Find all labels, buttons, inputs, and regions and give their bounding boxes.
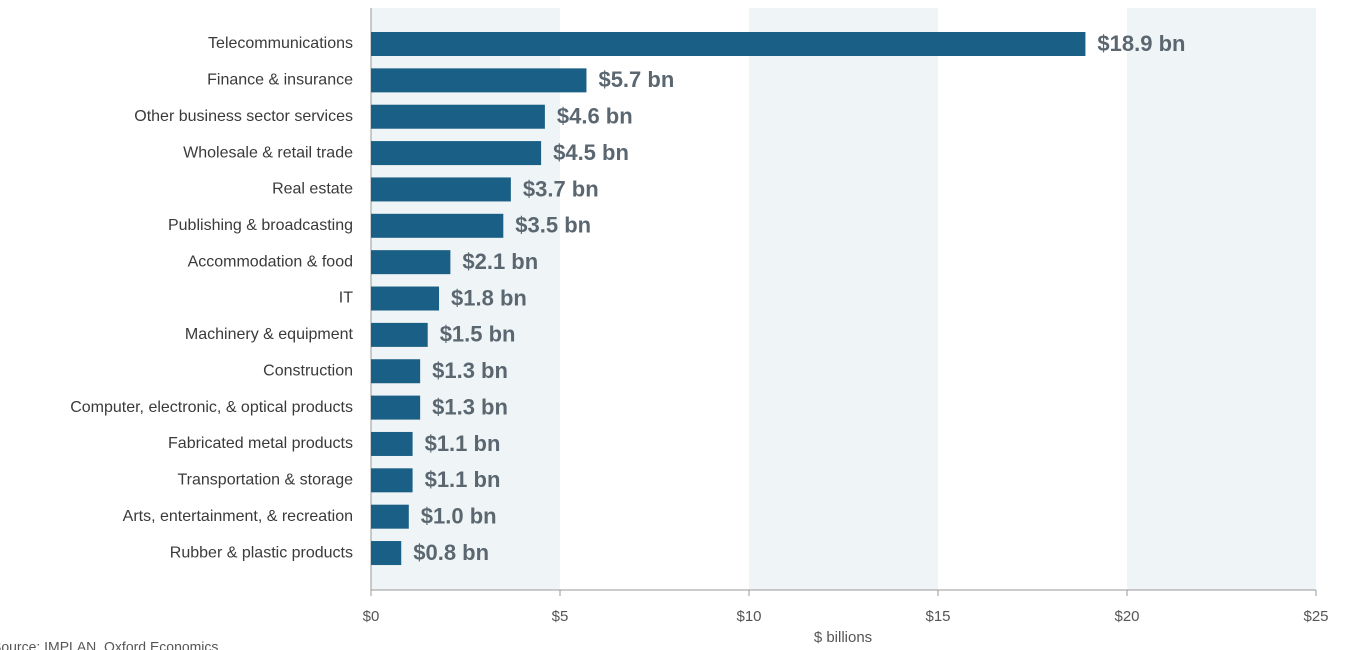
bar bbox=[371, 322, 428, 347]
value-label: $4.6 bn bbox=[557, 104, 633, 129]
bar bbox=[371, 32, 1086, 56]
x-tick-label: $10 bbox=[736, 608, 761, 625]
y-tick-label: Telecommunications bbox=[208, 35, 353, 52]
y-tick-label: Arts, entertainment, & recreation bbox=[123, 508, 353, 525]
value-label: $5.7 bn bbox=[598, 67, 674, 92]
bar bbox=[371, 104, 545, 129]
bar bbox=[371, 177, 511, 202]
value-label: $0.8 bn bbox=[413, 540, 489, 565]
y-tick-label: Publishing & broadcasting bbox=[168, 217, 353, 234]
y-tick-label: Computer, electronic, & optical products bbox=[70, 399, 353, 416]
bar bbox=[371, 541, 402, 566]
y-tick-label: Construction bbox=[263, 362, 353, 379]
x-tick-label: $0 bbox=[363, 608, 380, 625]
bar bbox=[371, 504, 409, 529]
x-tick-label: $5 bbox=[552, 608, 569, 625]
source: Source: IMPLAN, Oxford Economics bbox=[0, 639, 218, 650]
bar bbox=[371, 468, 413, 493]
value-label: $4.5 bn bbox=[553, 140, 629, 165]
y-tick-label: Accommodation & food bbox=[188, 253, 353, 270]
bar bbox=[371, 359, 421, 384]
bar bbox=[371, 286, 440, 311]
y-tick-label: Fabricated metal products bbox=[168, 435, 353, 452]
bar bbox=[371, 213, 504, 238]
x-tick-label: $15 bbox=[925, 608, 950, 625]
value-label: $2.1 bn bbox=[462, 249, 538, 274]
value-label: $1.5 bn bbox=[440, 322, 516, 347]
value-label: $1.0 bn bbox=[421, 503, 497, 528]
y-tick-label: Finance & insurance bbox=[207, 72, 353, 89]
band bbox=[749, 8, 938, 590]
y-tick-label: Transportation & storage bbox=[178, 472, 354, 489]
y-tick-label: Machinery & equipment bbox=[185, 326, 354, 343]
value-label: $18.9 bn bbox=[1097, 31, 1185, 56]
bar bbox=[371, 250, 451, 275]
band bbox=[1127, 8, 1316, 590]
x-tick-label: $25 bbox=[1303, 608, 1328, 625]
value-label: $1.1 bn bbox=[425, 467, 501, 492]
y-tick-label: Wholesale & retail trade bbox=[183, 144, 353, 161]
bar bbox=[371, 68, 587, 93]
value-label: $3.7 bn bbox=[523, 176, 599, 201]
value-label: $1.3 bn bbox=[432, 394, 508, 419]
value-label: $3.5 bn bbox=[515, 213, 591, 238]
x-axis-label: $ billions bbox=[814, 629, 872, 646]
y-tick-label: IT bbox=[339, 290, 353, 307]
y-tick-label: Real estate bbox=[272, 181, 353, 198]
value-label: $1.1 bn bbox=[425, 431, 501, 456]
y-tick-label: Other business sector services bbox=[134, 108, 353, 125]
bar bbox=[371, 431, 413, 456]
y-tick-label: Rubber & plastic products bbox=[170, 544, 353, 561]
bar bbox=[371, 141, 542, 166]
value-label: $1.3 bn bbox=[432, 358, 508, 383]
value-label: $1.8 bn bbox=[451, 285, 527, 310]
x-tick-label: $20 bbox=[1114, 608, 1139, 625]
bar bbox=[371, 395, 421, 420]
